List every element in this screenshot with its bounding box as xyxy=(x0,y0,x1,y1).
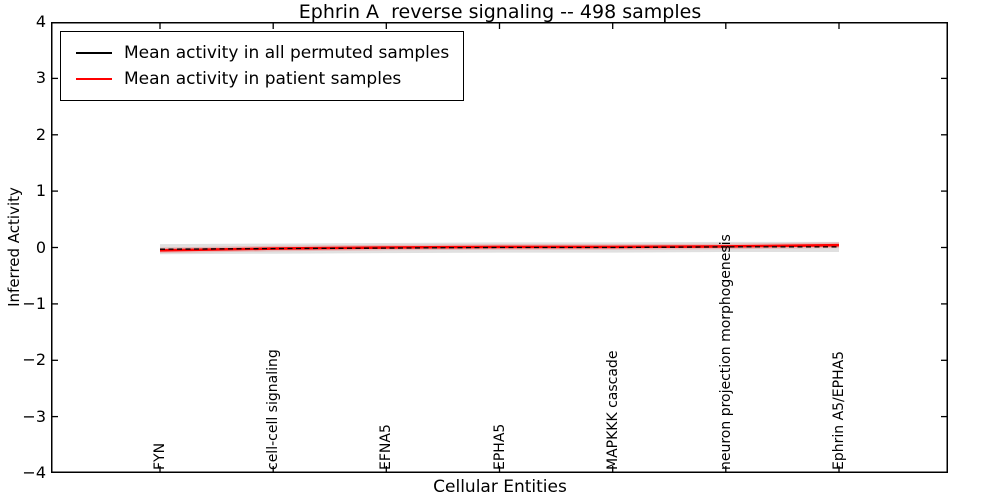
legend: Mean activity in all permuted samples Me… xyxy=(60,31,465,101)
x-tick-label: cell-cell signaling xyxy=(265,349,282,470)
y-tick-label: 4 xyxy=(35,12,46,31)
y-tick-label: 2 xyxy=(35,124,46,144)
axis-ticks xyxy=(52,22,947,473)
x-tick-label: EFNA5 xyxy=(378,424,395,470)
plot-area xyxy=(51,22,948,473)
y-tick-label: 3 xyxy=(35,68,46,88)
permuted-mean-line xyxy=(159,246,839,250)
x-tick-label: EPHA5 xyxy=(491,423,508,470)
x-axis-label: Cellular Entities xyxy=(433,477,567,497)
legend-label-patient: Mean activity in patient samples xyxy=(124,69,402,89)
y-tick-label: 1 xyxy=(35,181,46,201)
chart-title: Ephrin A reverse signaling -- 498 sample… xyxy=(298,1,702,23)
x-tick-label: FYN xyxy=(152,442,168,470)
x-tick-label: neuron projection morphogenesis xyxy=(717,234,734,470)
y-tick-label: −4 xyxy=(22,463,46,482)
legend-item-permuted: Mean activity in all permuted samples xyxy=(76,40,449,66)
permuted-line-sample xyxy=(76,52,112,54)
plot-canvas xyxy=(51,22,948,473)
patient-line-sample xyxy=(76,78,112,80)
plot-spines xyxy=(51,22,948,473)
y-tick-label: 0 xyxy=(35,237,46,257)
y-tick-label: −1 xyxy=(22,293,46,313)
y-tick-label: −3 xyxy=(22,406,46,426)
legend-item-patient: Mean activity in patient samples xyxy=(76,66,449,92)
x-tick-label: MAPKKK cascade xyxy=(604,350,621,470)
legend-label-permuted: Mean activity in all permuted samples xyxy=(124,43,450,63)
y-tick-label: −2 xyxy=(22,350,46,370)
x-tick-label: Ephrin A5/EPHA5 xyxy=(831,350,847,470)
